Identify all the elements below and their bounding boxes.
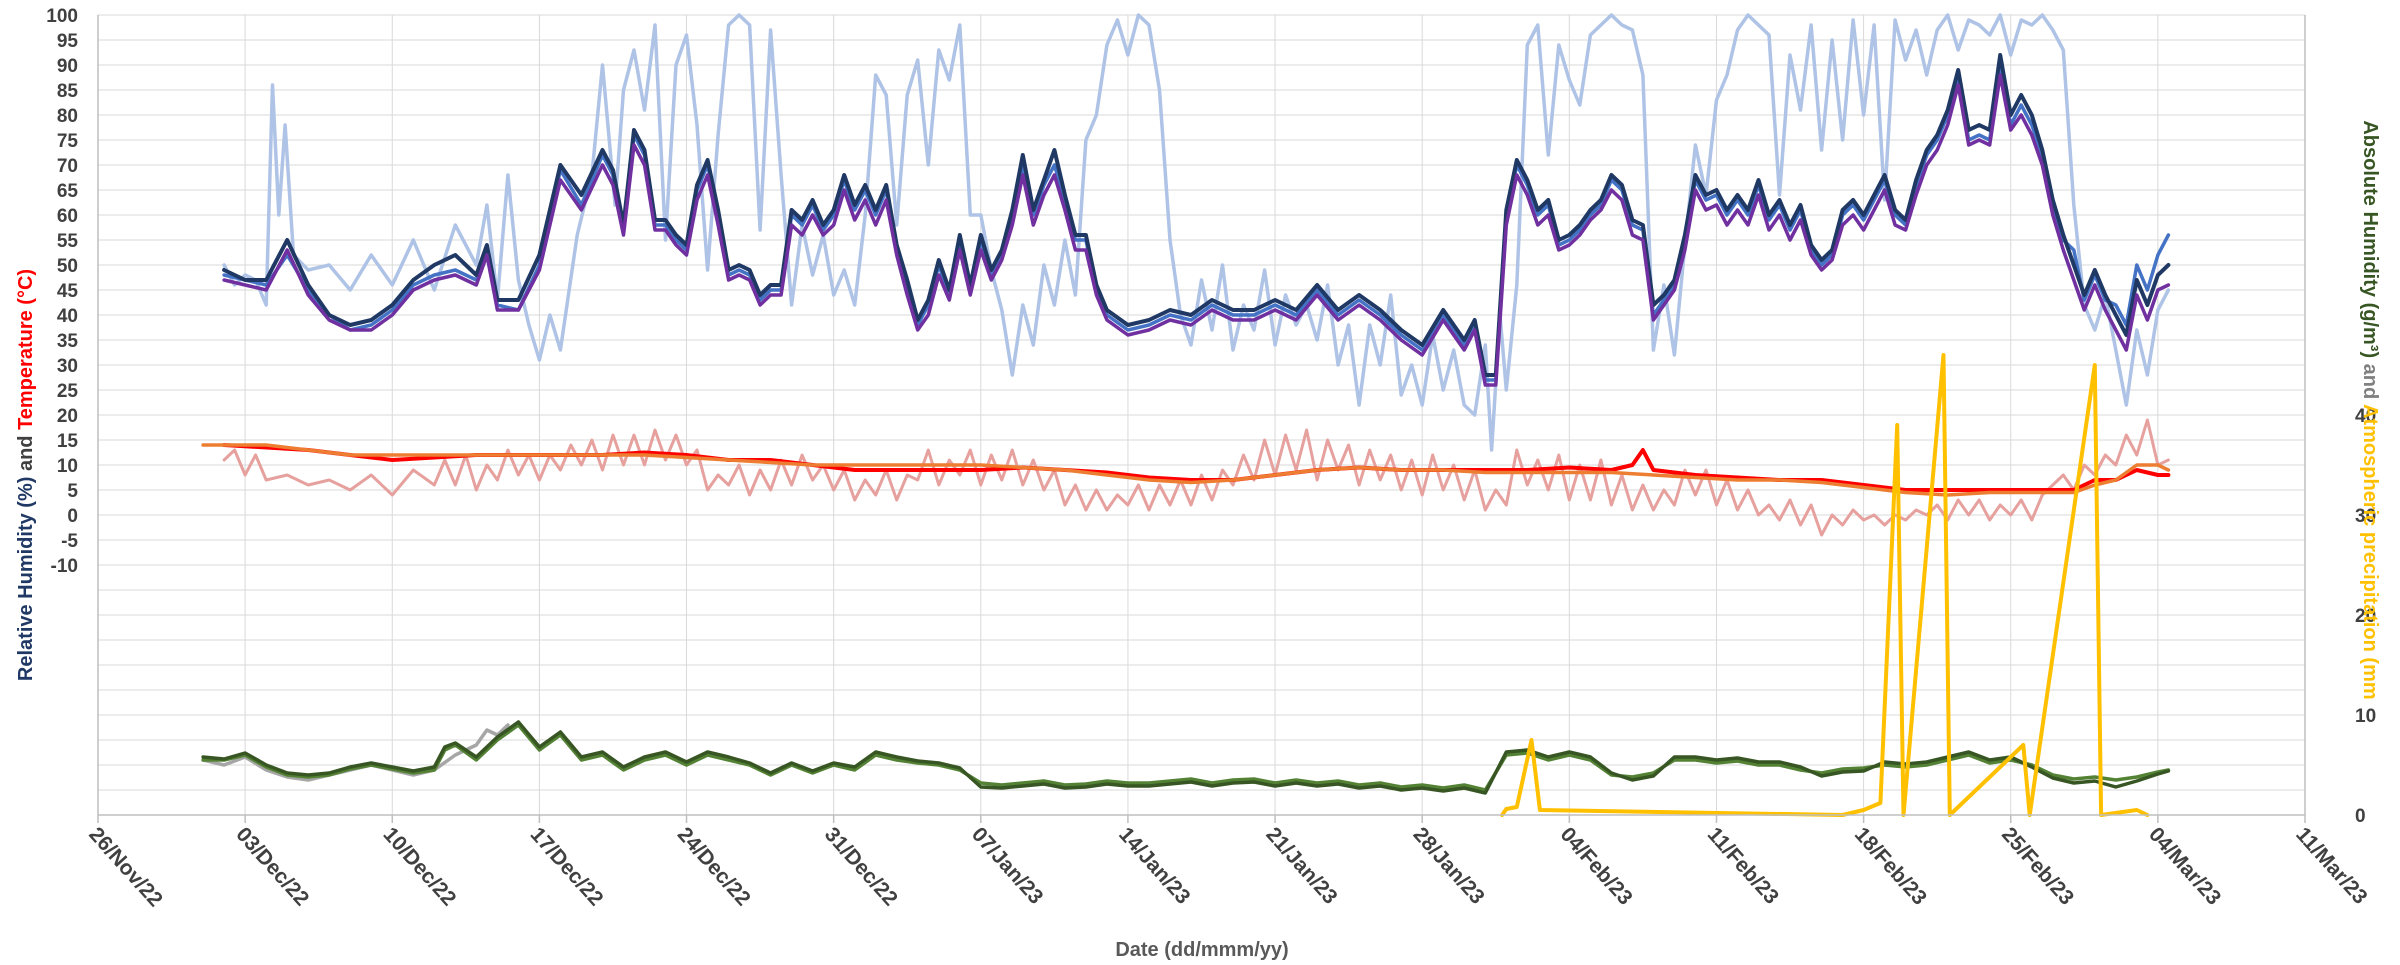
y-tick-label: 70 [57, 156, 78, 177]
x-tick-label: 24/Dec/22 [673, 823, 755, 910]
y-tick-label: 90 [57, 56, 78, 77]
x-tick-label: 31/Dec/22 [820, 823, 902, 910]
x-tick-label: 26/Nov/22 [84, 823, 167, 911]
y-tick-label: -10 [51, 556, 78, 577]
series-line-10 [201, 720, 2171, 795]
y-tick-label: 30 [57, 356, 78, 377]
left-y-tick-labels: 1009590858075706560555045403530252015105… [46, 6, 78, 577]
x-tick-labels: 26/Nov/22 03/Dec/22 10/Dec/22 17/Dec/22 24/D… [84, 815, 2372, 911]
series-line-2 [222, 63, 2171, 382]
axis-title-part: and [15, 430, 37, 477]
x-tick-label: 21/Jan/23 [1261, 823, 1341, 909]
series-line-1 [222, 13, 2171, 452]
series-line-11 [1500, 353, 2150, 817]
y2-tick-label: 30 [2355, 506, 2376, 527]
y2-tick-label: 0 [2355, 806, 2366, 827]
y-tick-label: 20 [57, 406, 78, 427]
y-tick-label: -5 [61, 531, 78, 552]
x-tick-label: 17/Dec/22 [526, 823, 608, 910]
y-tick-label: 60 [57, 206, 78, 227]
series-line-9 [201, 723, 2171, 792]
series-line-7 [201, 443, 2171, 497]
series-lines [201, 13, 2171, 817]
series-line-3 [222, 53, 2171, 377]
x-tick-label: 14/Jan/23 [1114, 823, 1194, 909]
y-tick-label: 45 [57, 281, 79, 302]
y-tick-label: 5 [67, 481, 78, 502]
right-y-axis-title: Absolute Humidity (g/m³) and Atmospheric… [2359, 120, 2381, 699]
y-tick-label: 50 [57, 256, 78, 277]
y-tick-label: 95 [57, 31, 79, 52]
y2-tick-label: 20 [2355, 606, 2376, 627]
series-line-4 [222, 73, 2171, 387]
grid-lines [97, 14, 2306, 816]
x-tick-label: 04/Mar/23 [2144, 823, 2225, 910]
axis-title-part: and [2359, 358, 2381, 404]
y-tick-label: 10 [57, 456, 78, 477]
x-axis-title: Date (dd/mmm/yy) [1115, 939, 1288, 961]
axis-title-part: Absolute Humidity (g/m³) [2359, 120, 2381, 358]
y2-tick-label: 40 [2355, 406, 2376, 427]
series-line-5 [222, 418, 2170, 537]
y-tick-label: 100 [46, 6, 78, 27]
x-tick-label: 11/Feb/23 [1703, 823, 1783, 909]
y-tick-label: 65 [57, 181, 79, 202]
axes [97, 15, 2306, 816]
x-tick-label: 28/Jan/23 [1408, 823, 1488, 909]
y-tick-label: 80 [57, 106, 78, 127]
y-tick-label: 15 [57, 431, 79, 452]
x-tick-label: 10/Dec/22 [379, 823, 461, 910]
y-tick-label: 40 [57, 306, 78, 327]
y-tick-label: 35 [57, 331, 79, 352]
axis-title-part: Relative Humidity (%) [15, 477, 37, 681]
left-y-axis-title: Relative Humidity (%) and Temperature (°… [15, 269, 37, 681]
y-tick-label: 25 [57, 381, 79, 402]
x-tick-label: 11/Mar/23 [2291, 823, 2371, 909]
y-tick-label: 0 [67, 506, 78, 527]
axis-title-part: Atmospheric precipitation (mm [2359, 404, 2381, 700]
y2-tick-label: 10 [2355, 706, 2376, 727]
axis-title-part: Temperature (°C) [15, 269, 37, 430]
x-tick-label: 25/Feb/23 [1997, 823, 2078, 910]
x-tick-label: 04/Feb/23 [1556, 823, 1637, 910]
series-line-8 [201, 723, 510, 782]
x-tick-label: 07/Jan/23 [967, 823, 1047, 909]
right-y-tick-labels: 40 30 20 10 0 [2355, 406, 2376, 827]
y-tick-label: 55 [57, 231, 79, 252]
y-tick-label: 85 [57, 81, 79, 102]
y-tick-label: 75 [57, 131, 79, 152]
x-tick-label: 03/Dec/22 [231, 823, 313, 910]
x-tick-label: 18/Feb/23 [1850, 823, 1931, 910]
